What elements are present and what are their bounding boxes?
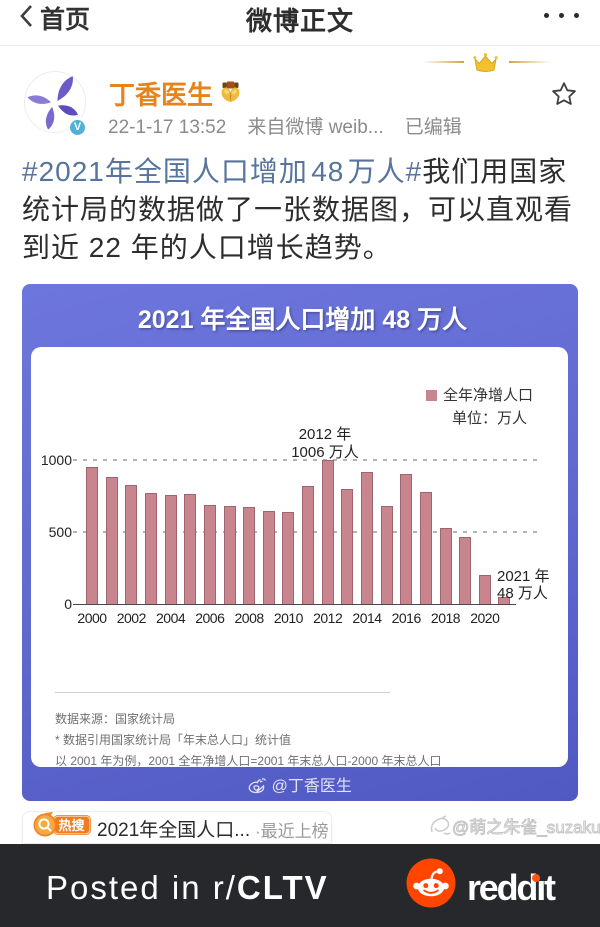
svg-text:热搜: 热搜 [58, 818, 85, 833]
